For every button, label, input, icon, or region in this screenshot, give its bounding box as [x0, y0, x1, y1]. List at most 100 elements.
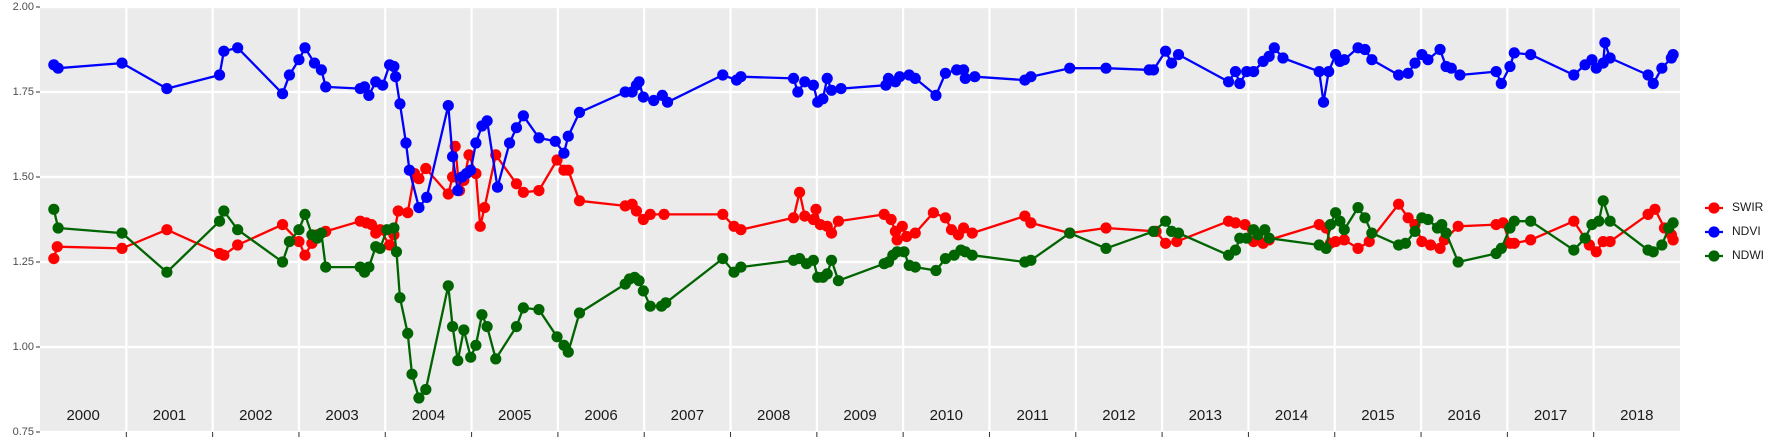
data-point	[377, 79, 389, 91]
data-point	[717, 208, 729, 220]
data-point	[807, 254, 819, 266]
data-point	[421, 191, 433, 203]
data-point	[283, 236, 296, 248]
data-point	[394, 292, 406, 304]
data-point	[832, 215, 845, 227]
data-point	[1338, 224, 1350, 236]
data-point	[549, 135, 561, 147]
data-point	[491, 181, 504, 193]
data-point	[442, 100, 454, 112]
data-point	[374, 242, 386, 254]
data-point	[1229, 244, 1242, 256]
data-point	[1440, 227, 1452, 239]
data-point	[458, 324, 470, 336]
year-label: 2004	[412, 407, 445, 424]
data-point	[957, 64, 970, 76]
data-point	[807, 79, 819, 91]
data-point	[1259, 224, 1271, 236]
data-point	[276, 256, 289, 268]
data-point	[510, 178, 523, 190]
data-point	[232, 42, 244, 54]
data-point	[218, 249, 230, 261]
data-point	[1409, 57, 1421, 69]
data-point	[420, 162, 432, 175]
data-point	[1647, 77, 1659, 90]
data-point	[293, 236, 305, 248]
data-point	[299, 208, 311, 220]
data-point	[787, 212, 800, 224]
data-point	[735, 224, 747, 236]
data-point	[1147, 64, 1160, 76]
year-label: 2007	[671, 407, 704, 424]
data-point	[1363, 236, 1375, 248]
data-point	[463, 149, 475, 161]
data-point	[562, 130, 574, 142]
year-label: 2002	[239, 407, 272, 424]
data-point	[470, 339, 482, 351]
y-tick-label: 2.00	[13, 1, 34, 13]
data-point	[1248, 66, 1260, 78]
data-point	[1323, 66, 1335, 78]
data-point	[1172, 227, 1185, 239]
data-point	[452, 355, 464, 367]
data-point	[510, 122, 523, 134]
data-point	[533, 304, 545, 316]
data-point	[383, 239, 396, 251]
data-point	[810, 203, 822, 215]
data-point	[1525, 49, 1537, 61]
data-point	[1586, 54, 1598, 66]
data-point	[1434, 242, 1446, 254]
year-label: 2015	[1361, 407, 1394, 424]
data-point	[365, 219, 378, 231]
data-point	[1568, 215, 1580, 227]
data-point	[116, 242, 128, 254]
data-point	[633, 275, 645, 287]
data-point	[1229, 217, 1242, 229]
series	[48, 37, 1679, 214]
data-point	[315, 227, 327, 239]
data-point	[358, 81, 371, 93]
data-point	[420, 383, 432, 396]
data-point	[1402, 67, 1414, 79]
data-point	[1263, 232, 1275, 244]
data-point	[1359, 43, 1371, 56]
data-point	[957, 222, 970, 234]
data-point	[1597, 195, 1609, 207]
data-point	[562, 164, 574, 176]
data-point	[218, 205, 230, 217]
data-point	[533, 132, 545, 144]
data-point	[717, 69, 729, 81]
data-point	[1320, 242, 1332, 254]
data-point	[161, 83, 173, 95]
data-point	[1025, 254, 1037, 266]
data-point	[1452, 256, 1464, 268]
data-point	[315, 64, 327, 76]
data-point	[48, 253, 60, 265]
data-point	[1268, 42, 1280, 54]
y-tick-label: 1.75	[13, 86, 34, 98]
data-point	[1604, 215, 1616, 227]
data-point	[562, 346, 574, 358]
data-point	[1667, 217, 1679, 229]
data-point	[1604, 236, 1616, 248]
data-point	[51, 241, 63, 253]
data-point	[388, 60, 400, 73]
data-point	[403, 164, 416, 176]
data-point	[1159, 215, 1172, 227]
data-point	[1525, 215, 1537, 227]
legend-key	[1708, 226, 1720, 238]
data-point	[390, 71, 402, 83]
data-point	[793, 186, 806, 198]
data-point	[1454, 69, 1466, 81]
data-point	[821, 72, 833, 84]
data-point	[1166, 57, 1178, 69]
data-point	[1366, 227, 1378, 239]
data-point	[394, 98, 406, 110]
data-point	[1025, 71, 1037, 83]
data-point	[909, 72, 921, 84]
data-point	[48, 203, 60, 215]
data-point	[825, 254, 838, 266]
data-point	[503, 137, 516, 149]
data-point	[573, 106, 586, 118]
